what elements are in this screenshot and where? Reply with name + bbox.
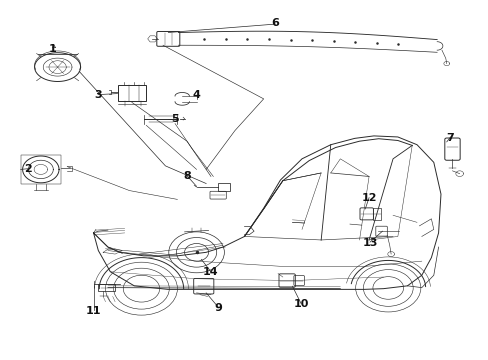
Text: 12: 12 <box>361 193 376 203</box>
Text: 5: 5 <box>171 114 179 124</box>
Text: 2: 2 <box>24 165 32 174</box>
Text: 10: 10 <box>293 299 308 309</box>
Text: 14: 14 <box>203 267 218 278</box>
Text: 8: 8 <box>183 171 190 181</box>
Text: 1: 1 <box>49 45 57 54</box>
Text: 7: 7 <box>446 133 453 143</box>
Text: 3: 3 <box>94 90 102 100</box>
Text: 4: 4 <box>192 90 200 100</box>
Text: 13: 13 <box>362 238 377 248</box>
Text: 11: 11 <box>85 306 101 315</box>
Text: 9: 9 <box>214 303 222 313</box>
Text: 6: 6 <box>271 18 279 28</box>
